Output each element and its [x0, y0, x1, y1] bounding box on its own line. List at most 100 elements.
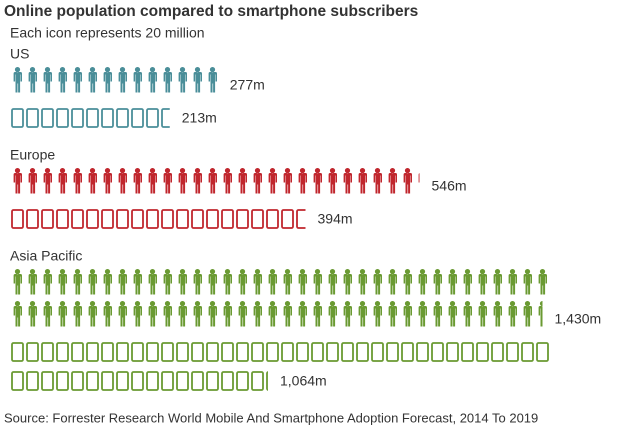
phone-icon [56, 371, 69, 391]
smartphone-subscribers [11, 108, 170, 128]
phone-icon [131, 371, 144, 391]
online-population [13, 67, 217, 93]
phone-icon [131, 209, 144, 229]
phone-icon [386, 342, 399, 362]
phone-icon [536, 342, 549, 362]
phone-icon [281, 209, 294, 229]
person-icon [163, 269, 172, 295]
online-population [13, 269, 547, 327]
person-icon [178, 301, 187, 327]
person-icon [73, 269, 82, 295]
person-icon [193, 301, 202, 327]
phone-icon [191, 371, 204, 391]
phone-icon [371, 342, 384, 362]
phone-icon [221, 342, 234, 362]
phone-icon [101, 371, 114, 391]
phone-icon [86, 209, 99, 229]
phone-icon [206, 371, 219, 391]
person-icon [328, 269, 337, 295]
phone-icon [116, 108, 129, 128]
person-icon [73, 67, 82, 93]
phone-icon [146, 371, 159, 391]
person-icon [178, 168, 187, 194]
phone-icon [41, 342, 54, 362]
phone-icon [56, 108, 69, 128]
icon-row [13, 67, 217, 93]
person-icon [418, 173, 420, 183]
phone-icon [461, 342, 474, 362]
person-icon [13, 301, 22, 327]
phone-icon [71, 209, 84, 229]
phone-icon [176, 209, 189, 229]
phone-icon [221, 209, 234, 229]
person-icon [103, 269, 112, 295]
person-icon [523, 269, 532, 295]
phone-icon [41, 209, 54, 229]
chart-subtitle: Each icon represents 20 million [10, 25, 205, 41]
phone-icon [11, 371, 24, 391]
phone-icon [521, 342, 534, 362]
phone-icon [161, 108, 170, 128]
phone-icon [11, 342, 24, 362]
person-icon [88, 269, 97, 295]
person-icon [328, 168, 337, 194]
phone-icon [401, 342, 414, 362]
phone-icon [101, 342, 114, 362]
icon-row [11, 108, 170, 128]
person-icon [28, 67, 37, 93]
person-icon [238, 301, 247, 327]
phone-icon [191, 342, 204, 362]
person-icon [403, 269, 412, 295]
person-icon [373, 269, 382, 295]
phone-icon [176, 371, 189, 391]
person-icon [478, 269, 487, 295]
person-icon [178, 269, 187, 295]
person-icon [118, 168, 127, 194]
person-icon [253, 301, 262, 327]
phone-icon [416, 342, 429, 362]
phone-icon [86, 108, 99, 128]
person-icon [238, 168, 247, 194]
person-icon [28, 301, 37, 327]
person-icon [208, 269, 217, 295]
icon-row [11, 371, 268, 391]
person-icon [343, 168, 352, 194]
person-icon [148, 168, 157, 194]
phone-icon [251, 342, 264, 362]
icon-row [11, 342, 549, 362]
person-icon [313, 301, 322, 327]
person-icon [358, 269, 367, 295]
smartphone-subscribers [11, 209, 306, 229]
value-label: 1,064m [280, 373, 327, 389]
person-icon [148, 301, 157, 327]
value-label: 213m [182, 110, 217, 126]
person-icon [418, 269, 427, 295]
phone-icon [221, 371, 234, 391]
icon-row [11, 209, 306, 229]
phone-icon [26, 342, 39, 362]
phone-icon [26, 108, 39, 128]
person-icon [118, 301, 127, 327]
online-population [13, 168, 420, 194]
phone-icon [11, 209, 24, 229]
region-label: Europe [10, 147, 55, 163]
person-icon [148, 269, 157, 295]
phone-icon [71, 108, 84, 128]
person-icon [493, 301, 502, 327]
person-icon [28, 269, 37, 295]
phone-icon [491, 342, 504, 362]
person-icon [103, 168, 112, 194]
phone-icon [146, 108, 159, 128]
person-icon [223, 301, 232, 327]
person-icon [88, 301, 97, 327]
phone-icon [86, 342, 99, 362]
phone-icon [311, 342, 324, 362]
phone-icon [341, 342, 354, 362]
person-icon [118, 67, 127, 93]
chart-title: Online population compared to smartphone… [4, 3, 418, 20]
person-icon [163, 67, 172, 93]
phone-icon [281, 342, 294, 362]
person-icon [463, 301, 472, 327]
person-icon [193, 269, 202, 295]
person-icon [478, 301, 487, 327]
